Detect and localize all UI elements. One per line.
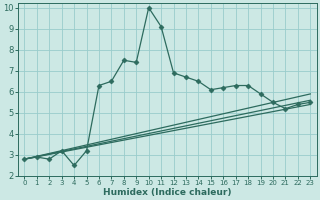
X-axis label: Humidex (Indice chaleur): Humidex (Indice chaleur): [103, 188, 232, 197]
